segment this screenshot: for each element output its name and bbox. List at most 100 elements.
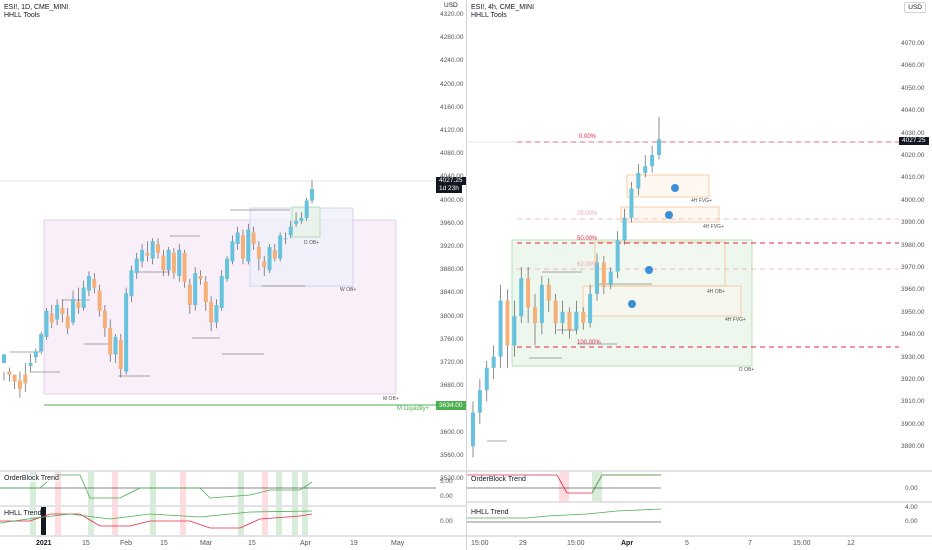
fvg-zone-label-1: 4H FVG+: [691, 198, 712, 204]
trend-band: [238, 507, 244, 535]
four-hour-hhll-trend-label[interactable]: HHLL Trend: [471, 509, 509, 516]
candle-body: [49, 313, 54, 323]
fib-level-25: 25.00%: [577, 211, 598, 217]
trend-band: [238, 472, 244, 505]
fvg-zone-label-3: 4H FVG+: [725, 317, 746, 323]
candle-body: [219, 276, 224, 308]
daily-bar-countdown: 1d 23h: [436, 185, 462, 193]
candle-body: [76, 302, 81, 308]
price-axis-tick: 3520.00: [440, 475, 464, 482]
candle-body: [2, 354, 6, 363]
price-axis-tick: 3720.00: [440, 359, 464, 366]
candle-body: [581, 311, 586, 323]
fib-level-0: 0.00%: [579, 134, 597, 140]
daily-time-2021: 2021: [36, 540, 52, 547]
candle-body: [177, 249, 182, 276]
candle-body: [193, 273, 198, 305]
candle-body: [113, 336, 118, 355]
daily-currency-label: USD: [444, 2, 458, 9]
daily-chart-canvas[interactable]: [0, 0, 466, 550]
candle-body: [278, 235, 283, 259]
four-hour-chart-canvas[interactable]: [467, 0, 932, 550]
four-hour-orderblock-trend-label[interactable]: OrderBlock Trend: [471, 476, 526, 483]
price-axis-tick: 4010.00: [901, 174, 925, 182]
trend-band: [112, 507, 118, 535]
trend-band: [30, 472, 36, 505]
fvg-zone-label-2: 4H FVG+: [703, 224, 724, 230]
candle-body: [161, 255, 166, 271]
daily-chart-symbol[interactable]: ESI!, 1D, CME_MINI: [4, 4, 69, 11]
candle-body: [60, 307, 65, 314]
candle-body: [187, 284, 192, 305]
trend-band: [112, 472, 118, 505]
candle-body: [33, 351, 38, 358]
candle-body: [608, 271, 613, 285]
trend-band: [302, 507, 308, 535]
daily-orderblock-trend-label[interactable]: OrderBlock Trend: [4, 475, 59, 482]
candle-body: [283, 238, 288, 240]
candle-body: [526, 278, 531, 308]
w-ob-zone-label: W OB+: [340, 287, 357, 293]
daily-chart-study-label[interactable]: HHLL Tools: [4, 12, 40, 19]
price-axis-tick: 3840.00: [440, 289, 464, 297]
candle-body: [81, 287, 86, 308]
four-hour-chart-pane[interactable]: ESI!, 4h, CME_MINI HHLL Tools USD 4070.0…: [467, 0, 932, 550]
candle-body: [519, 278, 524, 317]
four-hour-time-1500a: 15:00: [471, 540, 489, 547]
candle-body: [171, 252, 176, 274]
candle-body: [595, 262, 599, 294]
price-axis-tick: 4050.00: [901, 84, 925, 92]
candle-body: [629, 188, 634, 218]
candle-body: [86, 276, 91, 291]
candle-body: [505, 300, 510, 346]
candle-body: [251, 232, 256, 245]
candle-body: [23, 374, 28, 384]
daily-liquidity-price-tag: 3634.00: [436, 401, 466, 410]
candle-body: [650, 155, 655, 167]
trend-band: [276, 507, 282, 535]
candle-body: [129, 270, 134, 297]
price-axis-tick: 3980.00: [901, 241, 925, 249]
candle-body: [198, 276, 203, 279]
daily-hhll-trend-label[interactable]: HHLL Trend: [4, 510, 42, 517]
candle-body: [12, 374, 17, 382]
daily-chart-pane[interactable]: ESI!, 1D, CME_MINI HHLL Tools USD 4320.0…: [0, 0, 467, 550]
currency-button[interactable]: USD: [904, 2, 926, 13]
hhll-trend-line-green: [0, 510, 313, 524]
candle-body: [622, 217, 627, 241]
cat-icon: [671, 184, 679, 192]
candle-body: [225, 258, 230, 279]
price-axis-tick: 3930.00: [901, 353, 925, 361]
ob-trend-line-green: [591, 474, 661, 494]
trend-band: [88, 472, 94, 505]
four-hour-chart-study-label[interactable]: HHLL Tools: [471, 12, 507, 19]
price-axis-tick: 4040.00: [901, 107, 925, 115]
four-hour-time-5: 5: [685, 540, 689, 547]
cat-icon: [628, 300, 636, 308]
fib-level-50: 50.00%: [577, 236, 598, 242]
daily-ob-trend-value-5: 5.00: [440, 478, 453, 485]
price-axis-tick: 3760.00: [440, 335, 464, 343]
candle-body: [272, 249, 277, 259]
price-axis-tick: 4020.00: [901, 152, 925, 159]
price-axis-tick: 4000.00: [440, 196, 464, 204]
candle-body: [477, 390, 482, 413]
price-axis-tick: 3560.00: [440, 451, 464, 459]
price-axis-tick: 3800.00: [440, 312, 464, 320]
candle-body: [553, 300, 558, 323]
candle-body: [267, 247, 272, 271]
price-axis-tick: 3920.00: [901, 376, 925, 383]
price-axis-tick: 3990.00: [901, 219, 925, 227]
trend-band: [592, 472, 602, 501]
candle-body: [471, 412, 475, 447]
candle-body: [484, 367, 489, 391]
four-hour-time-1500b: 15:00: [567, 540, 585, 547]
candle-body: [145, 252, 150, 256]
fib-level-62: 62.00%: [577, 262, 598, 268]
four-hour-chart-symbol[interactable]: ESI!, 4h, CME_MINI: [471, 4, 535, 11]
price-axis-tick: 4160.00: [440, 103, 464, 111]
trend-band: [292, 472, 298, 505]
d-ob-zone-label-4h: D OB+: [739, 367, 755, 373]
price-axis-tick: 4240.00: [440, 57, 464, 65]
candle-body: [235, 232, 240, 245]
